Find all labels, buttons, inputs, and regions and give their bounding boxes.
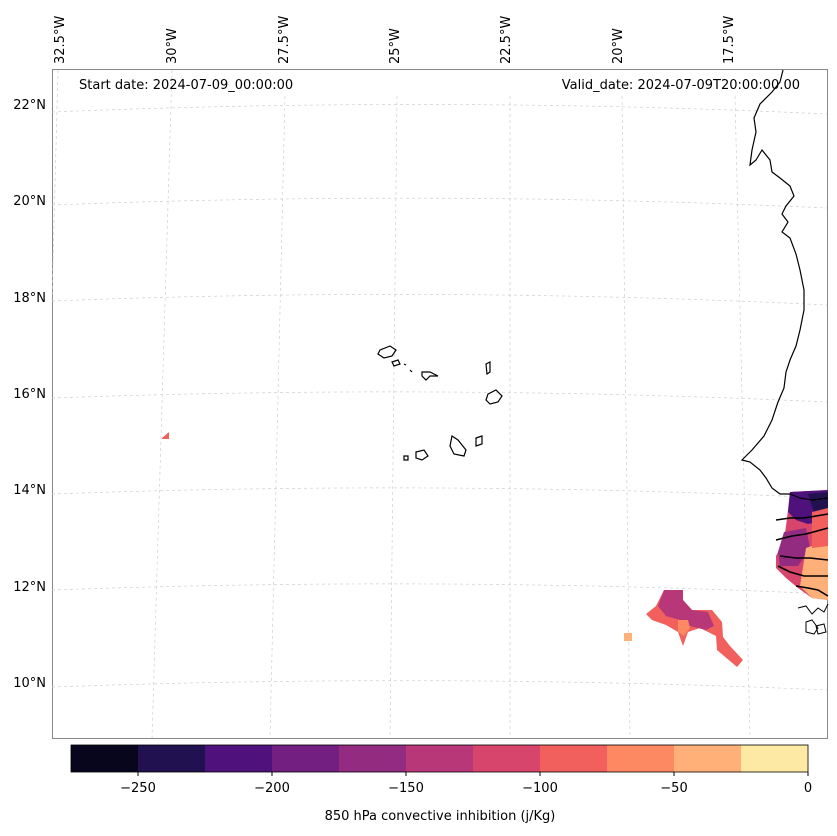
lat-label-22n: 22°N xyxy=(13,98,46,113)
lat-label-10n: 10°N xyxy=(13,676,46,691)
start-date-text: Start date: 2024-07-09_00:00:00 xyxy=(79,78,294,93)
colorbar-swatch xyxy=(339,745,407,772)
colorbar-tick-label: −200 xyxy=(254,781,290,796)
colorbar-swatch xyxy=(607,745,675,772)
colorbar-tick-label: −50 xyxy=(660,781,688,796)
lat-label-12n: 12°N xyxy=(13,580,46,595)
africa-coastline xyxy=(740,69,829,501)
colorbar-tick-label: −250 xyxy=(120,781,156,796)
lat-label-20n: 20°N xyxy=(13,194,46,209)
parallel-gridlines xyxy=(51,104,828,691)
cin-patch-south-square xyxy=(624,633,632,641)
colorbar-tick-label: −150 xyxy=(388,781,424,796)
cabo-verde-islands xyxy=(377,345,503,461)
senegal-gambia-border xyxy=(775,513,829,597)
lat-label-14n: 14°N xyxy=(13,483,46,498)
lat-label-18n: 18°N xyxy=(13,291,46,306)
guinea-coast xyxy=(797,603,829,635)
colorbar-border xyxy=(70,744,809,773)
colorbar-swatch xyxy=(473,745,541,772)
colorbar-swatch xyxy=(272,745,340,772)
lat-label-16n: 16°N xyxy=(13,387,46,402)
cin-patch-west xyxy=(162,432,169,439)
colorbar-swatch xyxy=(741,745,809,772)
cin-patch-south xyxy=(646,590,743,667)
valid-date-text: Valid_date: 2024-07-09T20:00:00.00 xyxy=(561,78,800,93)
colorbar-tick-label: 0 xyxy=(803,781,813,796)
colorbar-title: 850 hPa convective inhibition (j/Kg) xyxy=(324,809,556,824)
colorbar-swatch xyxy=(138,745,206,772)
meridian-gridlines xyxy=(51,69,751,739)
colorbar-swatch xyxy=(205,745,273,772)
map-frame xyxy=(52,69,828,739)
colorbar-tick-label: −100 xyxy=(522,781,558,796)
colorbar-swatch xyxy=(540,745,608,772)
colorbar-swatch xyxy=(71,745,139,772)
colorbar-swatch xyxy=(674,745,742,772)
colorbar-swatch xyxy=(406,745,474,772)
